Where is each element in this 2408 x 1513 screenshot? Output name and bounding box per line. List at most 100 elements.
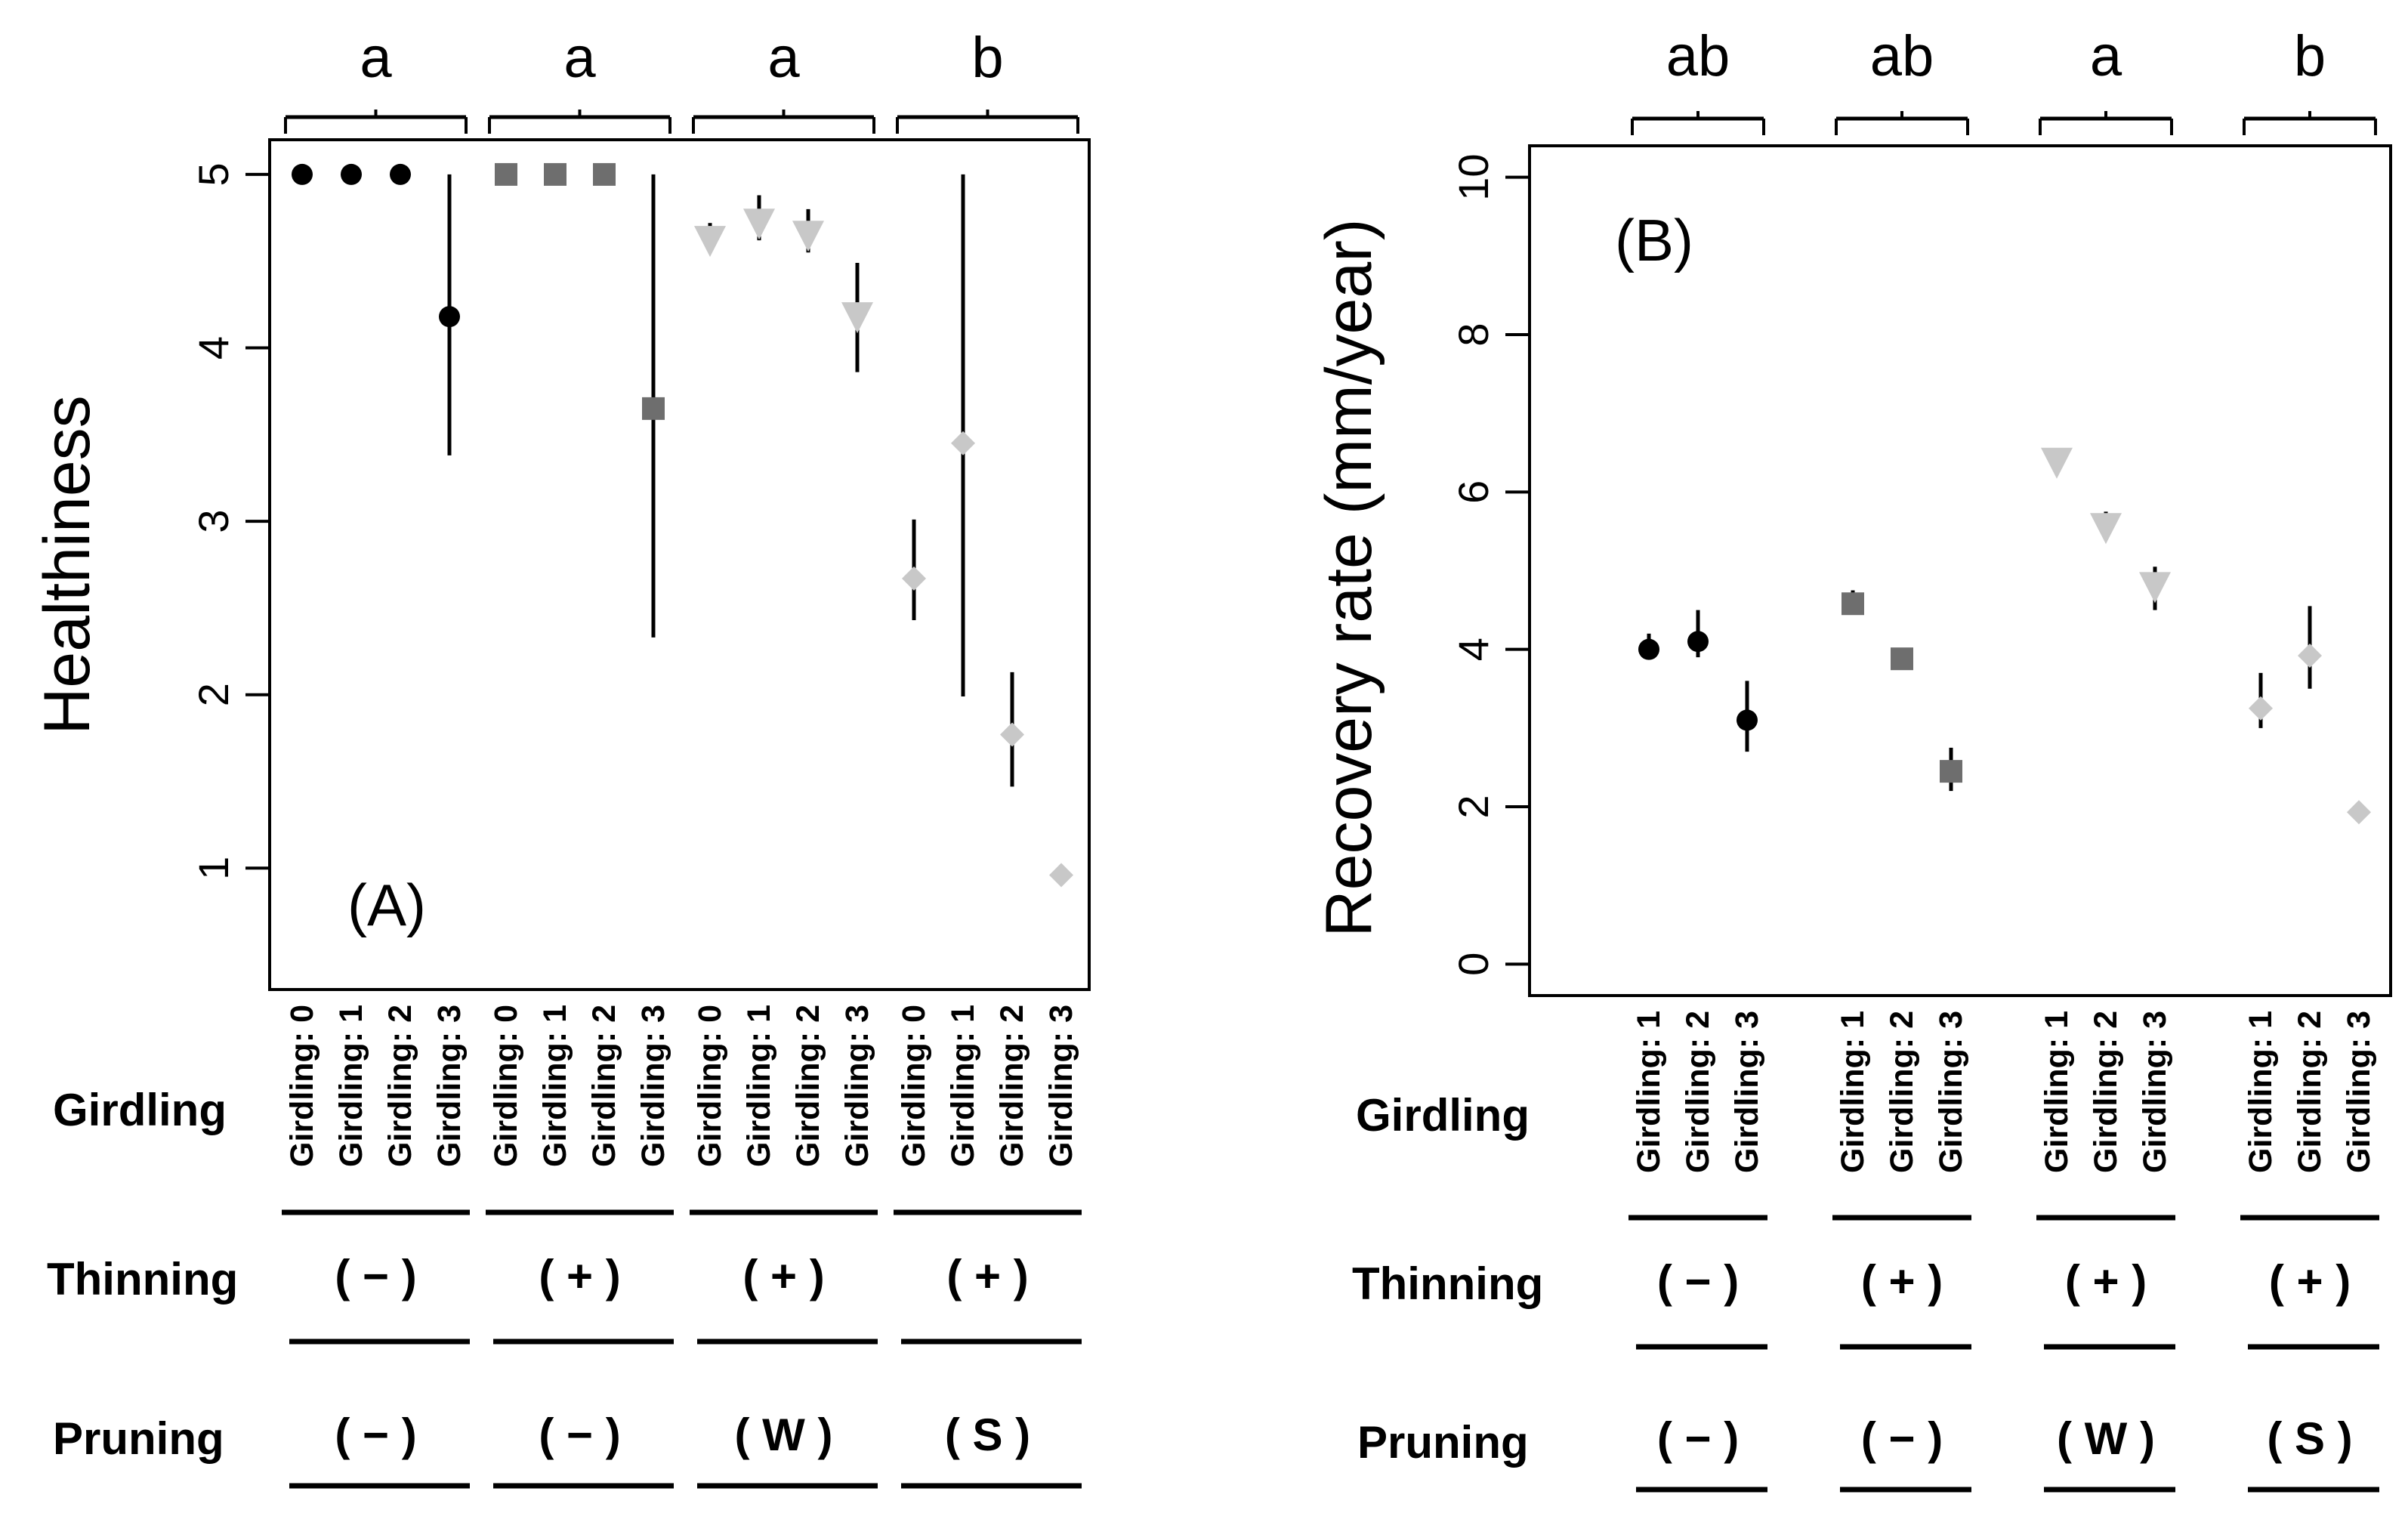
row-label-thinning-b: Thinning: [1352, 1258, 1543, 1309]
significance-letter: b: [971, 26, 1003, 90]
pruning-value: ( − ): [1657, 1413, 1739, 1464]
data-point: [642, 397, 665, 420]
data-point: [694, 226, 726, 258]
data-point: [1000, 722, 1024, 747]
thinning-value: ( − ): [335, 1251, 416, 1301]
thinning-value: ( − ): [1657, 1256, 1739, 1307]
category-label: Girdling: 0: [284, 1005, 320, 1167]
y-tick-label: 1: [190, 857, 237, 880]
significance-letter: b: [2294, 24, 2326, 88]
data-point: [390, 163, 411, 185]
data-point: [439, 306, 460, 328]
category-label: Girdling: 3: [2137, 1011, 2173, 1173]
significance-letter: ab: [1666, 24, 1730, 88]
category-label: Girdling: 2: [994, 1005, 1030, 1167]
data-point: [792, 221, 824, 252]
significance-letter: a: [563, 26, 596, 90]
data-point: [1842, 592, 1864, 616]
thinning-value: ( + ): [1861, 1256, 1943, 1307]
category-label: Girdling: 3: [2341, 1011, 2377, 1173]
panel-label-a: (A): [347, 872, 426, 938]
data-point: [2041, 447, 2073, 479]
data-point: [1940, 760, 1962, 783]
thinning-value: ( + ): [946, 1251, 1028, 1301]
category-label: Girdling: 1: [1835, 1011, 1871, 1173]
significance-letter: a: [360, 26, 392, 90]
category-label: Girdling: 2: [382, 1005, 418, 1167]
panel-label-b: (B): [1615, 207, 1693, 273]
category-label: Girdling: 3: [431, 1005, 468, 1167]
pruning-value: ( − ): [335, 1410, 416, 1460]
pruning-value: ( − ): [1861, 1413, 1943, 1464]
y-tick-label: 3: [190, 510, 237, 533]
category-label: Girdling: 0: [896, 1005, 932, 1167]
category-label: Girdling: 1: [2039, 1011, 2075, 1173]
category-label: Girdling: 1: [333, 1005, 369, 1167]
y-tick-label: 4: [190, 336, 237, 360]
y-tick-label: 2: [190, 683, 237, 706]
thinning-value: ( + ): [2065, 1256, 2147, 1307]
data-point: [495, 162, 517, 186]
y-tick-label: 10: [1449, 154, 1497, 201]
category-label: Girdling: 1: [741, 1005, 777, 1167]
category-label: Girdling: 2: [2088, 1011, 2124, 1173]
pruning-value: ( S ): [945, 1410, 1030, 1460]
pruning-value: ( S ): [2267, 1413, 2352, 1464]
y-tick-label: 8: [1449, 323, 1497, 346]
category-label: Girdling: 2: [1884, 1011, 1920, 1173]
category-label: Girdling: 2: [586, 1005, 622, 1167]
data-point: [2090, 513, 2122, 545]
data-point: [1891, 647, 1913, 671]
data-point: [1687, 631, 1709, 653]
pruning-value: ( W ): [735, 1410, 833, 1460]
category-label: Girdling: 1: [1631, 1011, 1667, 1173]
significance-letter: a: [767, 26, 800, 90]
pruning-value: ( − ): [539, 1410, 620, 1460]
category-label: Girdling: 3: [635, 1005, 671, 1167]
row-label-thinning-a: Thinning: [47, 1254, 238, 1305]
plot-frame-b: [1528, 144, 2392, 997]
y-axis-label-a: Healthiness: [31, 395, 103, 734]
row-label-pruning-a: Pruning: [53, 1413, 224, 1464]
data-point: [1049, 863, 1073, 888]
category-label: Girdling: 1: [537, 1005, 573, 1167]
data-point: [1638, 638, 1659, 660]
category-label: Girdling: 1: [945, 1005, 981, 1167]
y-tick-label: 4: [1449, 638, 1497, 661]
data-point: [902, 566, 926, 591]
data-point: [341, 163, 362, 185]
category-label: Girdling: 1: [2243, 1011, 2279, 1173]
data-point: [2139, 572, 2171, 604]
category-label: Girdling: 3: [1729, 1011, 1765, 1173]
thinning-value: ( + ): [2269, 1256, 2351, 1307]
category-label: Girdling: 2: [1680, 1011, 1716, 1173]
data-point: [2249, 696, 2273, 721]
plot-frame-a: [268, 138, 1091, 991]
significance-letter: a: [2090, 24, 2122, 88]
data-point: [2298, 644, 2322, 668]
data-point: [292, 163, 313, 185]
thinning-value: ( + ): [539, 1251, 620, 1301]
data-point: [544, 162, 566, 186]
row-label-pruning-b: Pruning: [1357, 1417, 1529, 1468]
category-label: Girdling: 3: [1933, 1011, 1969, 1173]
category-label: Girdling: 3: [839, 1005, 875, 1167]
data-point: [1737, 709, 1758, 731]
y-tick-label: 2: [1449, 795, 1497, 818]
category-label: Girdling: 2: [790, 1005, 826, 1167]
data-point: [951, 431, 975, 455]
row-label-girdling-a: Girdling: [53, 1085, 227, 1135]
category-label: Girdling: 2: [2292, 1011, 2328, 1173]
data-point: [2347, 800, 2371, 825]
category-label: Girdling: 3: [1043, 1005, 1079, 1167]
y-tick-label: 0: [1449, 953, 1497, 976]
data-point: [593, 162, 616, 186]
category-label: Girdling: 0: [488, 1005, 524, 1167]
pruning-value: ( W ): [2057, 1413, 2155, 1464]
y-tick-label: 6: [1449, 480, 1497, 504]
panel-a: (A) Healthiness Girdling Thinning Prunin…: [31, 26, 1091, 1489]
category-label: Girdling: 0: [692, 1005, 728, 1167]
row-label-girdling-b: Girdling: [1356, 1090, 1530, 1141]
panel-b: (B) Recovery rate (mm/year) Girdling Thi…: [1313, 24, 2392, 1493]
